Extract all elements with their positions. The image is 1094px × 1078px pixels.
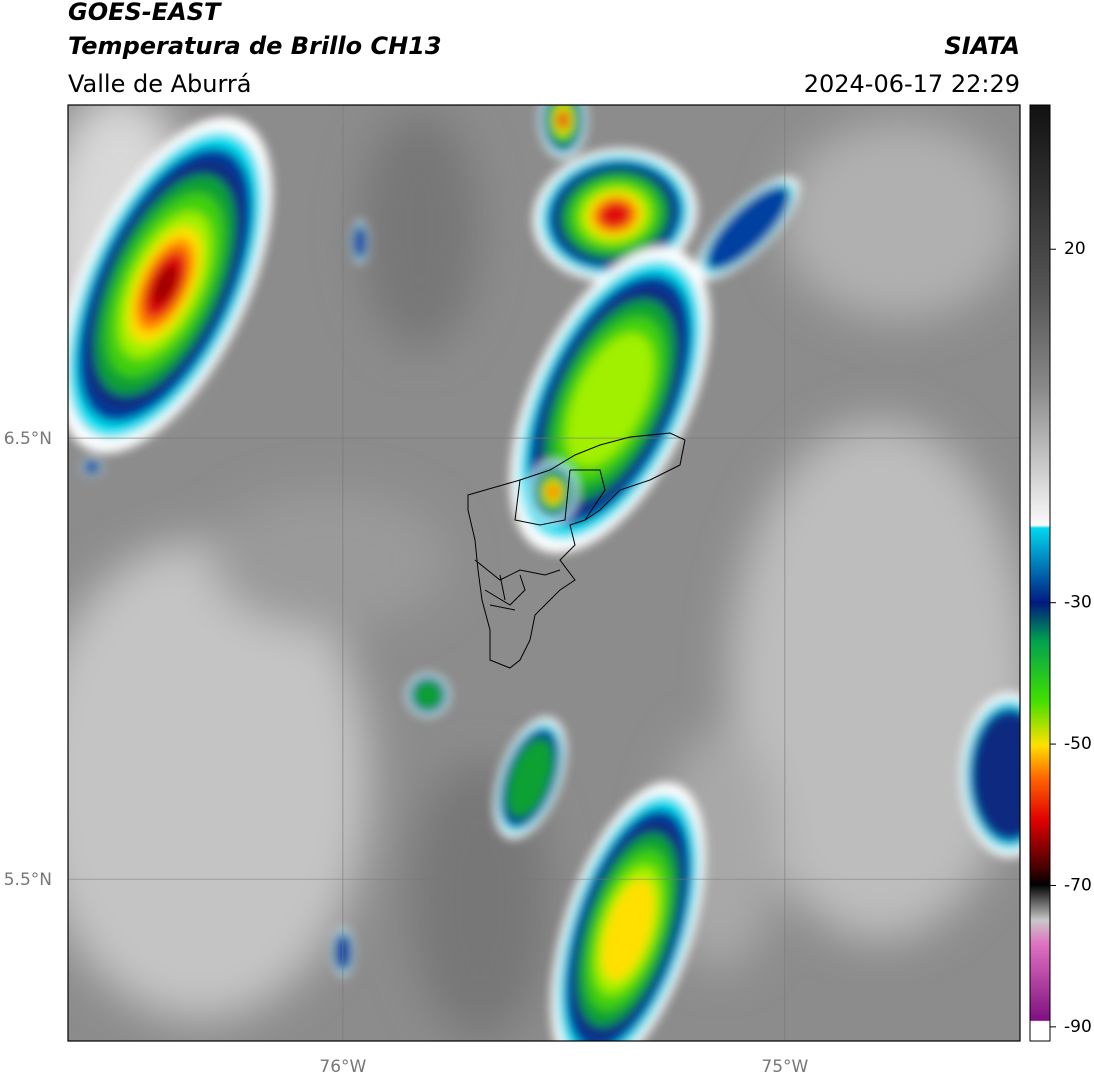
storm-layer [558, 112, 568, 128]
colorbar-tick-label: -50 [1064, 734, 1092, 754]
region: Valle de Aburrá [68, 70, 252, 98]
storms [68, 105, 1020, 1041]
colorbar [1029, 104, 1051, 1042]
imagery [68, 105, 1020, 1041]
colorbar-tick-label: -70 [1064, 875, 1092, 895]
grid [68, 105, 1020, 1041]
y-tick-label: 5.5°N [4, 870, 52, 890]
storm-layer [706, 186, 790, 270]
datetime: 2024-06-17 22:29 [804, 70, 1020, 98]
storm-layer [601, 878, 655, 982]
x-tick-label: 76°W [319, 1057, 366, 1077]
colorbar-tick-label: -90 [1064, 1017, 1092, 1037]
clouds [68, 105, 1020, 1040]
x-tick-label: 75°W [761, 1057, 808, 1077]
storm-layer [506, 738, 554, 818]
source: SIATA [944, 32, 1020, 60]
storm-layer [598, 201, 632, 229]
storm-layer [973, 713, 1020, 837]
colorbar-tick-label: 20 [1064, 239, 1086, 259]
storm-layer [546, 483, 560, 501]
storm-layer [352, 224, 368, 260]
title: GOES-EAST [68, 0, 222, 26]
boundaries [467, 432, 686, 669]
map-frame [67, 104, 1021, 1042]
colorbar-tick-label: -30 [1064, 593, 1092, 613]
storm-layer [566, 333, 654, 467]
storm-layer [83, 459, 101, 475]
storm-layer [413, 680, 443, 710]
storm-layer [152, 265, 178, 305]
y-tick-label: 6.5°N [4, 429, 52, 449]
subtitle: Temperatura de Brillo CH13 [68, 32, 442, 60]
